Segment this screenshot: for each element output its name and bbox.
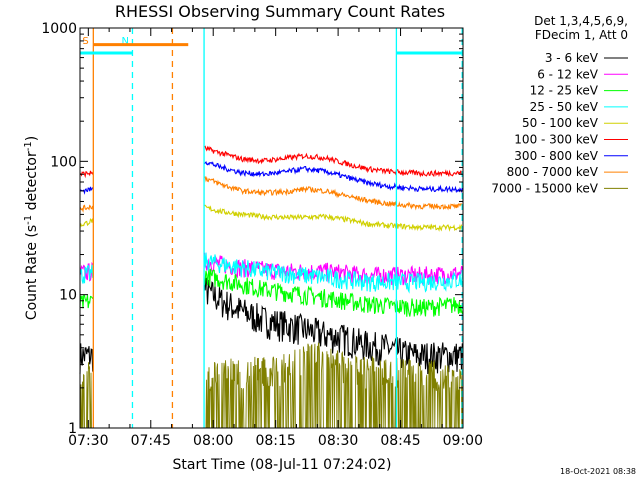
time-marker-label-0: S bbox=[82, 36, 88, 47]
legend-label-7: 800 - 7000 keV bbox=[507, 165, 599, 179]
series-line-6-seg-1 bbox=[204, 161, 464, 194]
y-axis-label-sup1: -1 bbox=[23, 215, 34, 225]
legend-label-1: 6 - 12 keV bbox=[537, 67, 599, 81]
x-tick-label-1: 07:45 bbox=[131, 433, 171, 449]
legend: Det 1,3,4,5,6,9, FDecim 1, Att 0 3 - 6 k… bbox=[491, 14, 628, 195]
y-axis-label-part1: Count Rate (s bbox=[24, 225, 40, 320]
series-line-4-seg-1 bbox=[204, 204, 464, 232]
chart-title: RHESSI Observing Summary Count Rates bbox=[115, 2, 445, 21]
series-line-1-seg-0 bbox=[79, 261, 94, 282]
series-line-4-seg-0 bbox=[79, 218, 94, 228]
time-marker-label-1: N bbox=[121, 36, 128, 47]
series-line-3-seg-1 bbox=[203, 252, 464, 294]
series-line-5-seg-0 bbox=[79, 170, 94, 179]
legend-header-detectors: Det 1,3,4,5,6,9, bbox=[534, 14, 628, 28]
x-tick-label-5: 08:45 bbox=[380, 433, 420, 449]
plot-frame bbox=[79, 27, 464, 429]
series-line-2-seg-1 bbox=[203, 268, 464, 317]
legend-label-2: 12 - 25 keV bbox=[530, 84, 599, 98]
y-tick-label-0: 1 bbox=[68, 421, 77, 437]
x-tick-label-6: 09:00 bbox=[443, 433, 483, 449]
x-tick-label-4: 08:30 bbox=[318, 433, 358, 449]
legend-header-decim: FDecim 1, Att 0 bbox=[535, 28, 628, 42]
series-layer bbox=[79, 145, 464, 429]
legend-label-8: 7000 - 15000 keV bbox=[491, 181, 598, 195]
y-axis-label: Count Rate (s-1 detector-1) bbox=[23, 136, 41, 320]
legend-label-6: 300 - 800 keV bbox=[514, 149, 598, 163]
series-line-7-seg-0 bbox=[79, 204, 94, 213]
y-axis-label-part3: ) bbox=[24, 136, 40, 141]
x-tick-label-2: 08:00 bbox=[193, 433, 233, 449]
series-line-2-seg-0 bbox=[79, 294, 94, 309]
series-line-0-seg-0 bbox=[79, 343, 94, 375]
x-axis-label: Start Time (08-Jul-11 07:24:02) bbox=[172, 457, 391, 473]
y-tick-label-1: 10 bbox=[59, 288, 77, 304]
y-axis-label-sup2: -1 bbox=[23, 141, 34, 151]
series-line-5-seg-1 bbox=[204, 145, 464, 178]
y-tick-label-3: 1000 bbox=[41, 21, 77, 37]
legend-label-3: 25 - 50 keV bbox=[530, 100, 599, 114]
x-tick-label-0: 07:30 bbox=[68, 433, 108, 449]
series-line-1-seg-1 bbox=[203, 252, 464, 286]
axis-layer: 1 10 100 1000 07:30 07:45 08:00 08:15 08:30 08:45… bbox=[41, 21, 483, 449]
footer-date: 18-Oct-2021 08:38 bbox=[560, 467, 636, 476]
x-tick-label-3: 08:15 bbox=[255, 433, 295, 449]
series-line-7-seg-1 bbox=[204, 176, 464, 211]
legend-label-0: 3 - 6 keV bbox=[545, 51, 599, 65]
legend-label-4: 50 - 100 keV bbox=[522, 116, 599, 130]
series-line-0-seg-1 bbox=[203, 277, 464, 375]
series-line-3-seg-0 bbox=[79, 264, 94, 284]
legend-label-5: 100 - 300 keV bbox=[514, 133, 598, 147]
y-axis-label-part2: detector bbox=[24, 151, 40, 215]
y-tick-label-2: 100 bbox=[50, 154, 77, 170]
